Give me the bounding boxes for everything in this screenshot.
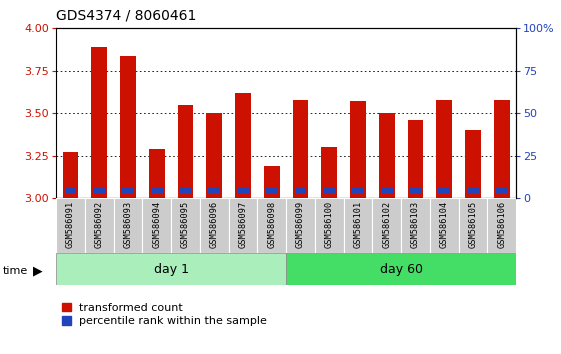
Text: ▶: ▶ (33, 264, 42, 277)
Bar (122, 188, 134, 194)
Bar (295, 188, 306, 194)
Bar (467, 188, 479, 194)
Bar (438, 188, 450, 194)
Text: GDS4374 / 8060461: GDS4374 / 8060461 (56, 9, 196, 23)
Bar (410, 188, 421, 194)
Bar (381, 188, 393, 194)
Bar (171, 198, 200, 253)
Bar (56, 198, 85, 253)
Bar (63, 152, 79, 198)
Text: GSM586092: GSM586092 (95, 201, 104, 248)
Bar (113, 198, 142, 253)
Bar (408, 120, 424, 198)
Bar (321, 147, 337, 198)
Bar (496, 188, 508, 194)
Bar (85, 198, 113, 253)
Text: day 1: day 1 (154, 263, 188, 275)
Bar (293, 100, 309, 198)
Bar (120, 56, 136, 198)
Text: GSM586098: GSM586098 (267, 201, 276, 248)
Bar (494, 100, 509, 198)
Bar (235, 93, 251, 198)
Bar (149, 149, 164, 198)
Text: GSM586091: GSM586091 (66, 201, 75, 248)
Bar (350, 101, 366, 198)
Bar (151, 188, 163, 194)
Bar (352, 188, 364, 194)
Text: GSM586100: GSM586100 (325, 201, 334, 248)
Bar (56, 253, 286, 285)
Text: GSM586104: GSM586104 (440, 201, 449, 248)
Bar (488, 198, 516, 253)
Bar (323, 188, 335, 194)
Bar (465, 130, 481, 198)
Bar (237, 188, 249, 194)
Bar (65, 188, 76, 194)
Bar (208, 188, 220, 194)
Bar (430, 198, 459, 253)
Text: GSM586103: GSM586103 (411, 201, 420, 248)
Bar (286, 253, 516, 285)
Bar (343, 198, 373, 253)
Text: GSM586106: GSM586106 (497, 201, 506, 248)
Bar (206, 113, 222, 198)
Bar (266, 188, 278, 194)
Bar (436, 100, 452, 198)
Bar (373, 198, 401, 253)
Bar (379, 113, 394, 198)
Text: GSM586096: GSM586096 (210, 201, 219, 248)
Bar (180, 188, 191, 194)
Bar (200, 198, 229, 253)
Bar (93, 188, 105, 194)
Bar (178, 105, 194, 198)
Bar (315, 198, 343, 253)
Legend: transformed count, percentile rank within the sample: transformed count, percentile rank withi… (62, 303, 267, 326)
Bar (401, 198, 430, 253)
Bar (458, 198, 488, 253)
Text: GSM586102: GSM586102 (382, 201, 391, 248)
Bar (257, 198, 286, 253)
Bar (142, 198, 171, 253)
Bar (286, 198, 315, 253)
Bar (91, 47, 107, 198)
Bar (264, 166, 279, 198)
Bar (229, 198, 257, 253)
Text: time: time (3, 266, 28, 276)
Text: GSM586099: GSM586099 (296, 201, 305, 248)
Text: day 60: day 60 (380, 263, 422, 275)
Text: GSM586097: GSM586097 (238, 201, 247, 248)
Text: GSM586095: GSM586095 (181, 201, 190, 248)
Text: GSM586093: GSM586093 (123, 201, 132, 248)
Text: GSM586101: GSM586101 (353, 201, 362, 248)
Text: GSM586094: GSM586094 (152, 201, 161, 248)
Text: GSM586105: GSM586105 (468, 201, 477, 248)
